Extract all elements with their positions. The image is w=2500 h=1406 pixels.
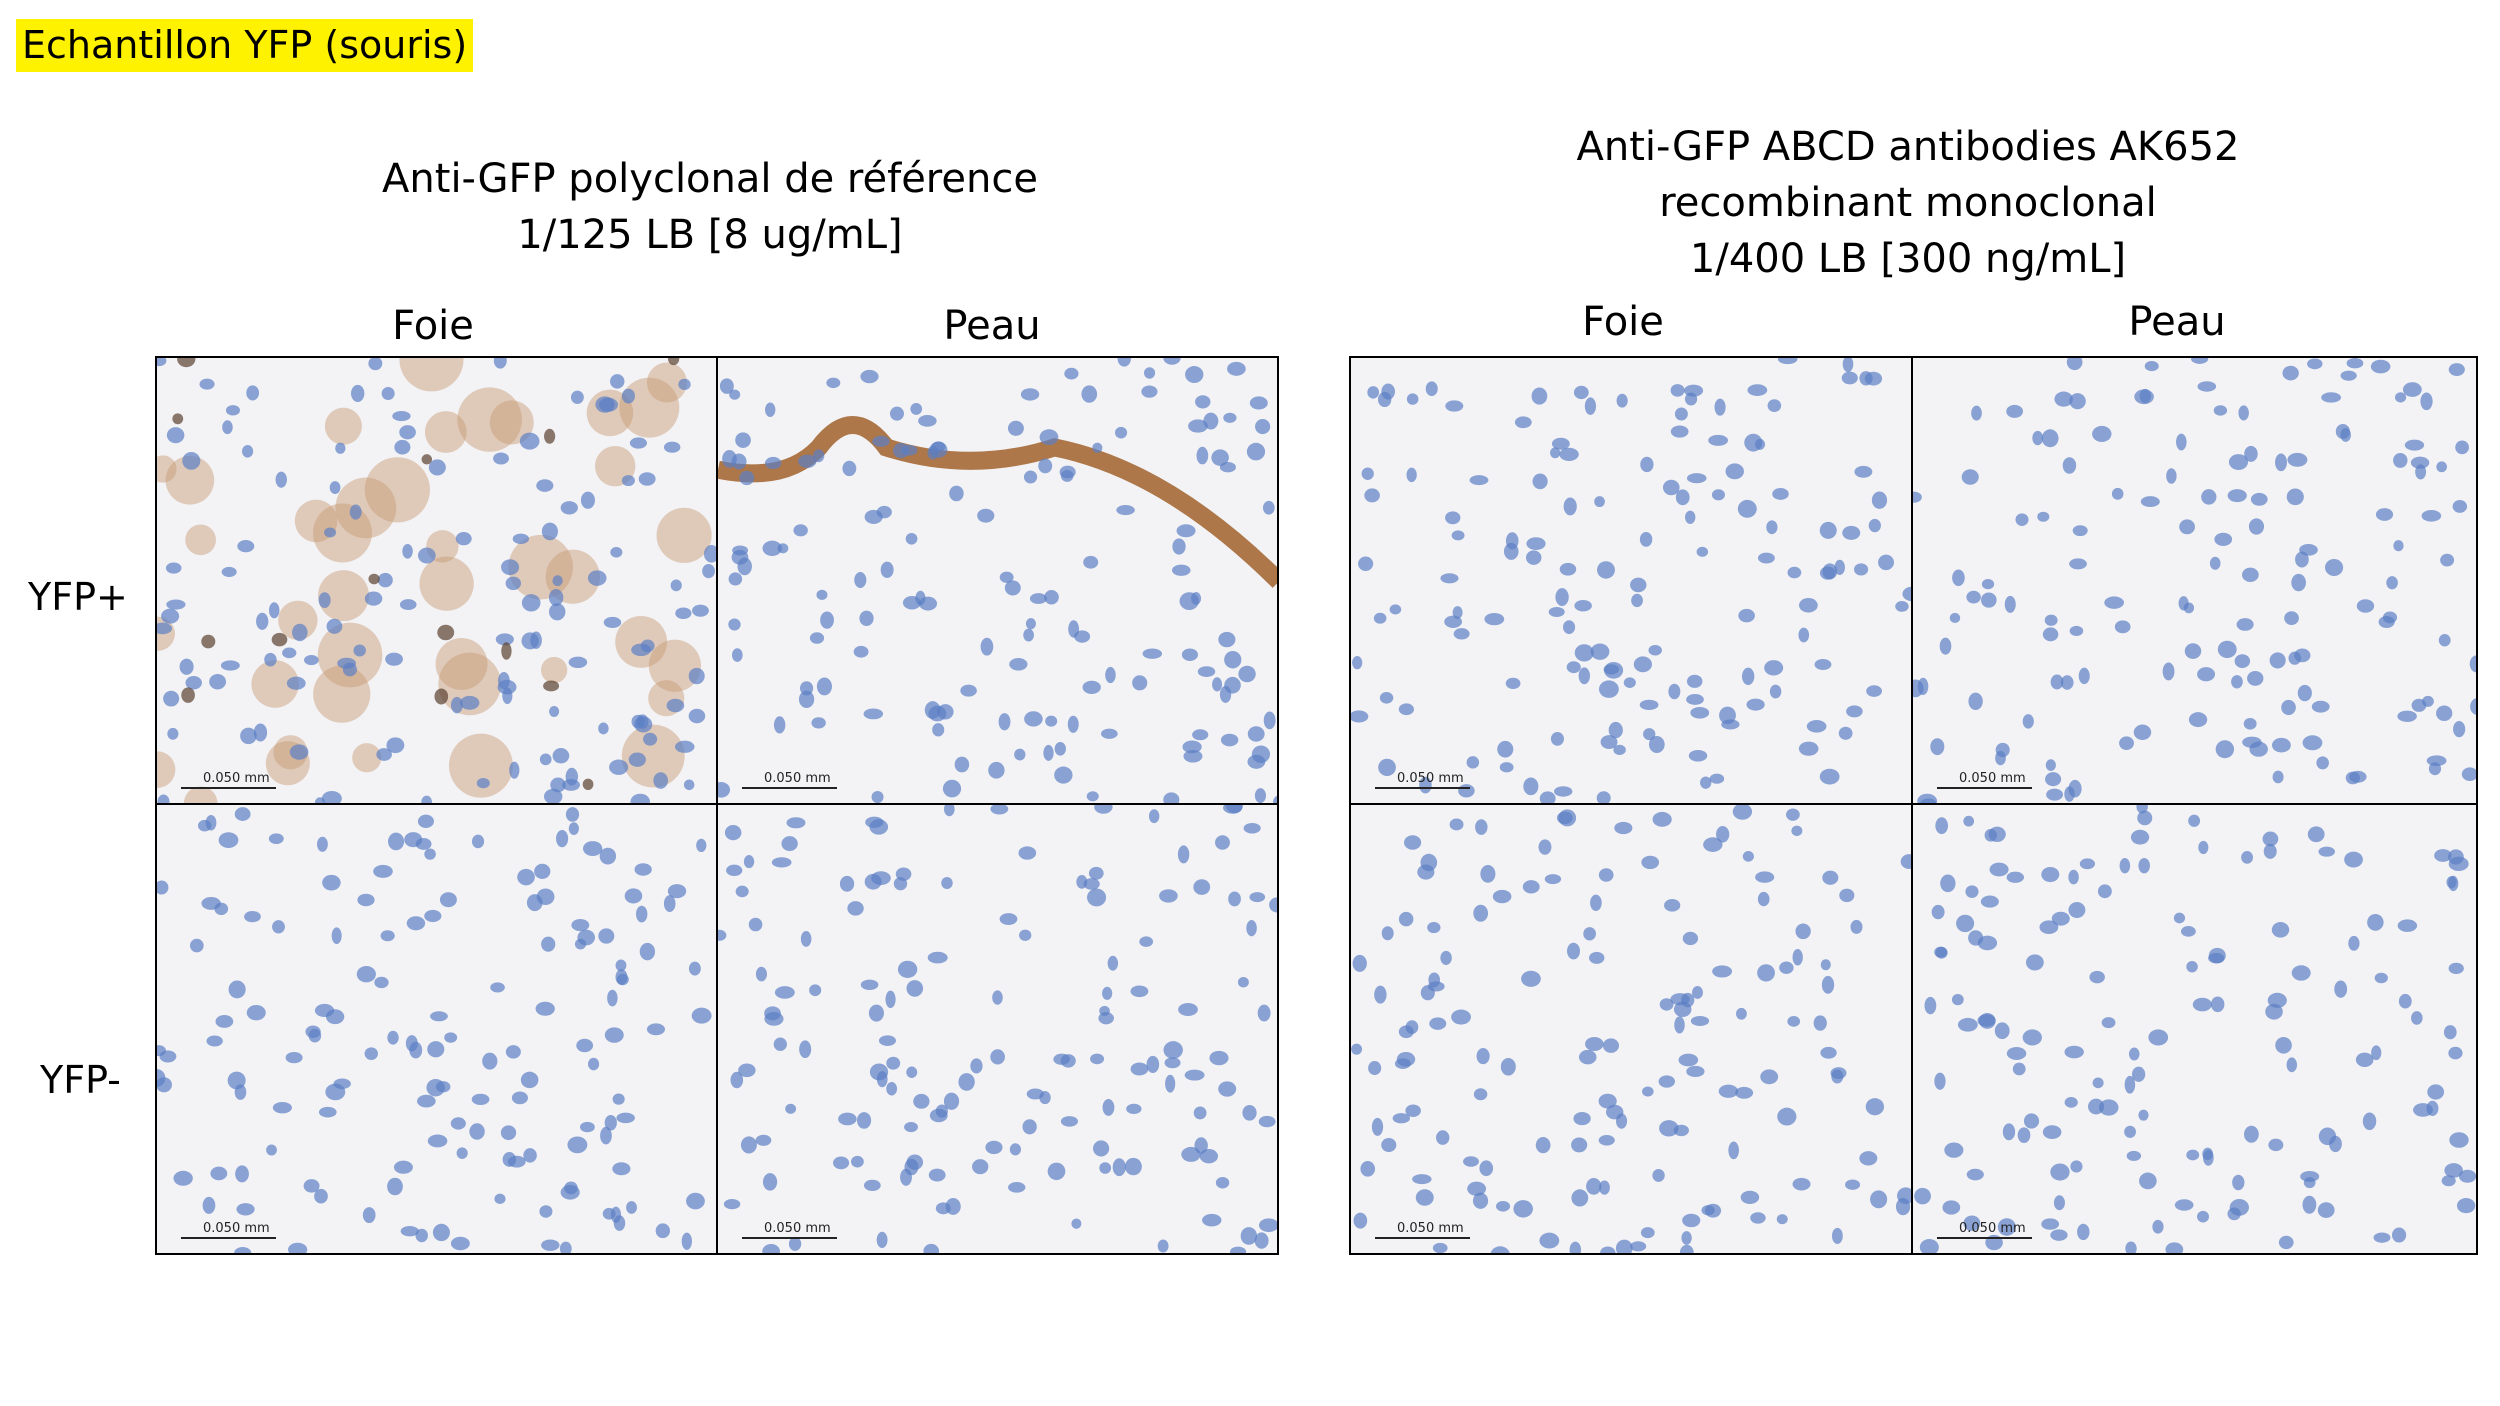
tissue-texture [718, 358, 1277, 803]
tissue-image: 0.050 mm [716, 356, 1279, 805]
row-label: YFP+ [28, 575, 128, 619]
tissue-texture [1914, 805, 2476, 1253]
tissue-texture [1351, 805, 1911, 1253]
column-label: Peau [2128, 299, 2226, 345]
tissue-image: 0.050 mm [155, 356, 718, 805]
tissue-image: 0.050 mm [1349, 356, 1913, 805]
title-line: 1/400 LB [300 ng/mL] [1689, 236, 2127, 282]
column-label: Foie [1582, 299, 1664, 345]
tissue-image: 0.050 mm [716, 803, 1279, 1255]
tissue-texture [1913, 358, 2476, 803]
tissue-image: 0.050 mm [1349, 803, 1913, 1255]
tissue-texture [157, 358, 716, 803]
scale-bar-label: 0.050 mm [181, 1221, 276, 1239]
title-line: Anti-GFP ABCD antibodies AK652 [1576, 124, 2240, 170]
title-line: 1/125 LB [8 ug/mL] [517, 212, 903, 258]
tissue-image: 0.050 mm [1911, 803, 2478, 1255]
scale-bar-label: 0.050 mm [742, 771, 837, 789]
group-title: Anti-GFP polyclonal de référence 1/125 L… [210, 151, 1210, 263]
column-label: Peau [943, 303, 1041, 349]
tissue-texture [718, 805, 1277, 1253]
tissue-image: 0.050 mm [155, 803, 718, 1255]
scale-bar-label: 0.050 mm [1375, 771, 1470, 789]
scale-bar-label: 0.050 mm [181, 771, 276, 789]
title-line: Anti-GFP polyclonal de référence [382, 156, 1038, 202]
scale-bar-label: 0.050 mm [1937, 771, 2032, 789]
scale-bar-label: 0.050 mm [1937, 1221, 2032, 1239]
group-title: Anti-GFP ABCD antibodies AK652 recombina… [1408, 119, 2408, 287]
tissue-image: 0.050 mm [1911, 356, 2478, 805]
scale-bar-label: 0.050 mm [742, 1221, 837, 1239]
tissue-texture [1351, 358, 1911, 803]
title-line: recombinant monoclonal [1659, 180, 2157, 226]
row-label: YFP- [40, 1058, 121, 1102]
slide-title: Echantillon YFP (souris) [16, 19, 474, 72]
scale-bar-label: 0.050 mm [1375, 1221, 1470, 1239]
tissue-texture [157, 807, 712, 1253]
column-label: Foie [392, 303, 474, 349]
